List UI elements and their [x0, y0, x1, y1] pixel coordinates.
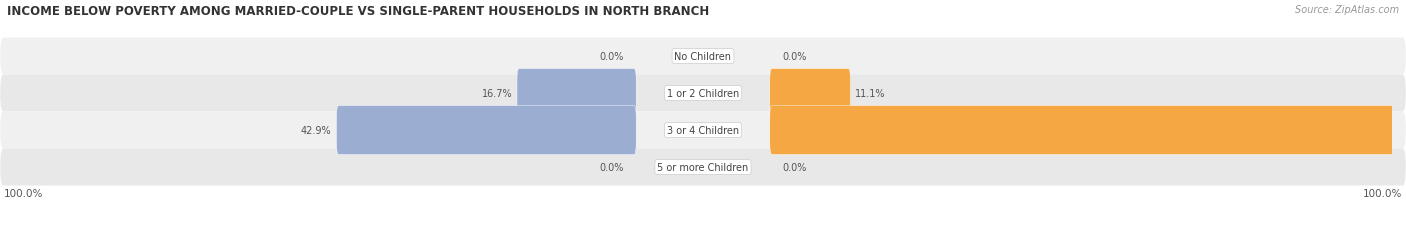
FancyBboxPatch shape	[770, 69, 851, 118]
FancyBboxPatch shape	[770, 106, 1406, 155]
Text: Source: ZipAtlas.com: Source: ZipAtlas.com	[1295, 5, 1399, 15]
FancyBboxPatch shape	[0, 75, 1406, 112]
Text: 100.0%: 100.0%	[1362, 189, 1402, 199]
Text: 16.7%: 16.7%	[481, 89, 512, 99]
FancyBboxPatch shape	[517, 69, 636, 118]
Text: INCOME BELOW POVERTY AMONG MARRIED-COUPLE VS SINGLE-PARENT HOUSEHOLDS IN NORTH B: INCOME BELOW POVERTY AMONG MARRIED-COUPL…	[7, 5, 709, 18]
FancyBboxPatch shape	[0, 112, 1406, 149]
Text: 42.9%: 42.9%	[301, 125, 332, 135]
Text: 0.0%: 0.0%	[599, 52, 624, 62]
FancyBboxPatch shape	[0, 149, 1406, 186]
Text: 100.0%: 100.0%	[4, 189, 44, 199]
Text: 0.0%: 0.0%	[782, 162, 807, 172]
Text: 0.0%: 0.0%	[599, 162, 624, 172]
Text: 5 or more Children: 5 or more Children	[658, 162, 748, 172]
Text: 3 or 4 Children: 3 or 4 Children	[666, 125, 740, 135]
Text: No Children: No Children	[675, 52, 731, 62]
FancyBboxPatch shape	[0, 38, 1406, 75]
Text: 1 or 2 Children: 1 or 2 Children	[666, 89, 740, 99]
Text: 11.1%: 11.1%	[855, 89, 886, 99]
Text: 0.0%: 0.0%	[782, 52, 807, 62]
FancyBboxPatch shape	[336, 106, 636, 155]
